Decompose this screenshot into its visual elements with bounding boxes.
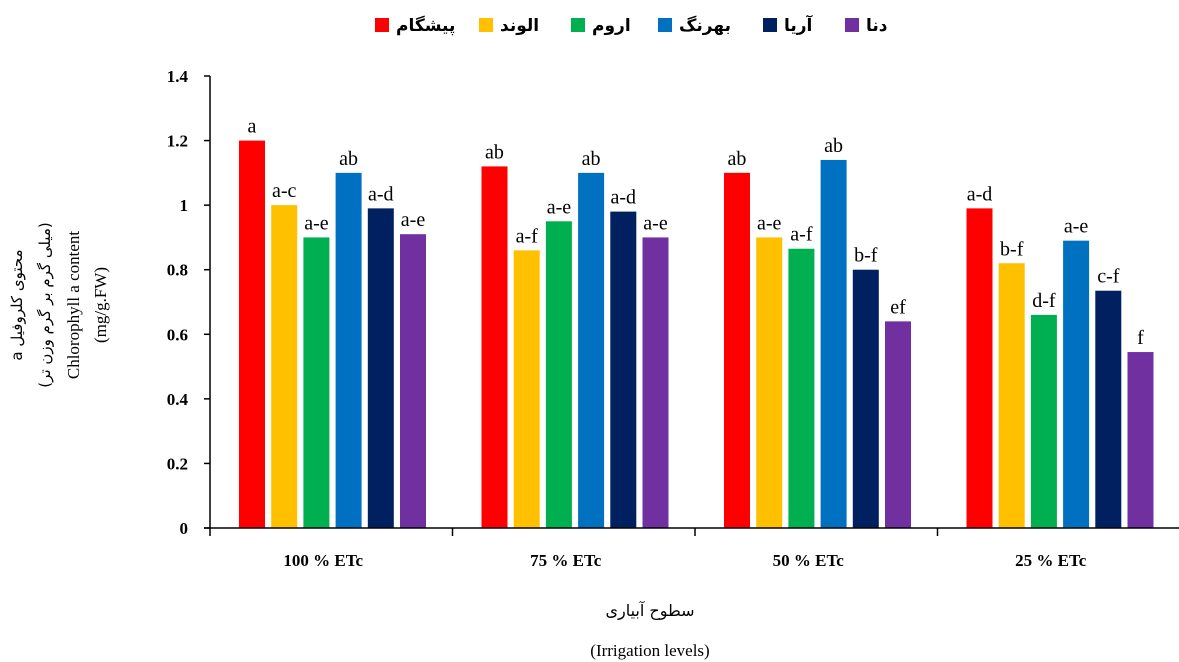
bar-label-1-3: ab bbox=[728, 148, 747, 170]
bar-label-5-1: a-d bbox=[368, 183, 394, 205]
y-tick-label-3: 0.6 bbox=[167, 325, 188, 344]
y-tick-label-2: 0.4 bbox=[167, 390, 189, 409]
bar-label-3-4: d-f bbox=[1032, 290, 1056, 312]
bar-5-1 bbox=[367, 208, 394, 528]
bar-label-4-4: a-e bbox=[1064, 216, 1089, 238]
x-categories: 100 % ETc 75 % ETc 50 % ETc 25 % ETc bbox=[283, 551, 1086, 570]
legend: پیشگام الوند اروم بهرنگ آریا دنا bbox=[375, 14, 888, 36]
bar-label-2-2: a-f bbox=[516, 225, 539, 247]
bar-6-2 bbox=[642, 237, 669, 528]
x-label-line-2: (Irrigation levels) bbox=[590, 641, 709, 660]
legend-label-5: آریا bbox=[784, 14, 814, 36]
bar-2-4 bbox=[998, 263, 1025, 528]
y-label-line-1: محتوی کلروفیل a bbox=[8, 249, 26, 360]
legend-label-3: اروم bbox=[592, 16, 631, 36]
bar-labels: a ab ab a-d a-c a-f a-e b-f a-e a-e a-f d-f ab ab ab a-… bbox=[248, 116, 1145, 349]
y-tick-label-4: 0.8 bbox=[167, 261, 188, 280]
bar-label-3-1: a-e bbox=[304, 212, 329, 234]
x-axis-label: سطوح آبیاری (Irrigation levels) bbox=[590, 601, 709, 660]
bar-6-1 bbox=[400, 234, 426, 528]
bar-5-2 bbox=[610, 211, 637, 528]
bar-label-6-4: f bbox=[1137, 327, 1144, 349]
y-tick-label-5: 1 bbox=[180, 196, 189, 215]
bars bbox=[239, 140, 1154, 529]
bar-4-2 bbox=[578, 172, 605, 528]
bar-label-4-1: ab bbox=[339, 148, 358, 170]
bar-3-2 bbox=[545, 221, 572, 529]
y-label-line-4: (mg/g.FW) bbox=[91, 267, 110, 343]
bar-6-4 bbox=[1127, 352, 1154, 528]
bar-label-6-2: a-e bbox=[643, 212, 668, 234]
bar-1-1 bbox=[239, 140, 265, 529]
legend-label-6: دنا bbox=[866, 16, 888, 36]
bar-5-4 bbox=[1095, 290, 1122, 528]
bar-label-4-3: ab bbox=[824, 135, 843, 157]
bar-3-1 bbox=[303, 237, 330, 528]
y-label-line-2: (میلی گرم بر گرم وزن تر) bbox=[36, 222, 54, 387]
bar-2-1 bbox=[271, 205, 298, 528]
bar-4-4 bbox=[1063, 240, 1090, 528]
y-axis-label: محتوی کلروفیل a (میلی گرم بر گرم وزن تر)… bbox=[8, 222, 110, 387]
bar-1-3 bbox=[724, 172, 750, 528]
y-tick-label-7: 1.4 bbox=[167, 67, 189, 86]
legend-label-2: الوند bbox=[500, 16, 539, 36]
y-tick-label-6: 1.2 bbox=[167, 132, 188, 151]
bar-label-2-1: a-c bbox=[272, 180, 297, 202]
bar-label-1-1: a bbox=[248, 116, 257, 138]
bar-2-3 bbox=[756, 237, 783, 528]
bar-label-5-4: c-f bbox=[1097, 266, 1120, 288]
bar-6-3 bbox=[885, 321, 911, 528]
bar-3-4 bbox=[1030, 314, 1057, 528]
bar-label-6-1: a-e bbox=[401, 209, 426, 231]
legend-swatch-4 bbox=[658, 18, 672, 32]
bar-4-3 bbox=[820, 159, 847, 528]
bar-1-4 bbox=[966, 208, 993, 528]
legend-label-1: پیشگام bbox=[396, 15, 455, 36]
legend-swatch-3 bbox=[571, 18, 585, 32]
x-label-line-1: سطوح آبیاری bbox=[605, 601, 694, 621]
x-category-label-4: 25 % ETc bbox=[1015, 551, 1087, 570]
bar-4-1 bbox=[335, 172, 362, 528]
legend-swatch-1 bbox=[375, 18, 389, 32]
legend-swatch-5 bbox=[763, 18, 777, 32]
bar-5-3 bbox=[852, 269, 879, 528]
bar-label-5-3: b-f bbox=[854, 245, 878, 267]
bar-label-6-3: ef bbox=[890, 296, 906, 318]
y-tick-label-0: 0 bbox=[180, 519, 189, 538]
bar-2-2 bbox=[513, 250, 540, 529]
axes bbox=[204, 76, 1179, 536]
bar-label-1-4: a-d bbox=[967, 183, 993, 205]
bar-label-1-2: ab bbox=[485, 141, 504, 163]
bar-label-2-3: a-e bbox=[757, 212, 782, 234]
x-category-label-2: 75 % ETc bbox=[530, 551, 602, 570]
x-category-label-3: 50 % ETc bbox=[773, 551, 845, 570]
y-tick-label-1: 0.2 bbox=[167, 454, 188, 473]
legend-label-4: بهرنگ bbox=[679, 15, 731, 36]
bar-label-3-3: a-f bbox=[790, 224, 813, 246]
bar-1-2 bbox=[481, 166, 508, 528]
legend-swatch-6 bbox=[845, 18, 859, 32]
bar-3-3 bbox=[788, 248, 815, 528]
legend-swatch-2 bbox=[479, 18, 493, 32]
bar-label-5-2: a-d bbox=[611, 187, 637, 209]
y-label-line-3: Chlorophyll a content bbox=[64, 231, 83, 380]
bar-label-3-2: a-e bbox=[547, 196, 572, 218]
bar-label-4-2: ab bbox=[582, 148, 601, 170]
x-category-label-1: 100 % ETc bbox=[283, 551, 363, 570]
y-ticks: 0 0.2 0.4 0.6 0.8 1 1.2 1.4 bbox=[167, 67, 210, 538]
bar-label-2-4: b-f bbox=[1000, 238, 1024, 260]
